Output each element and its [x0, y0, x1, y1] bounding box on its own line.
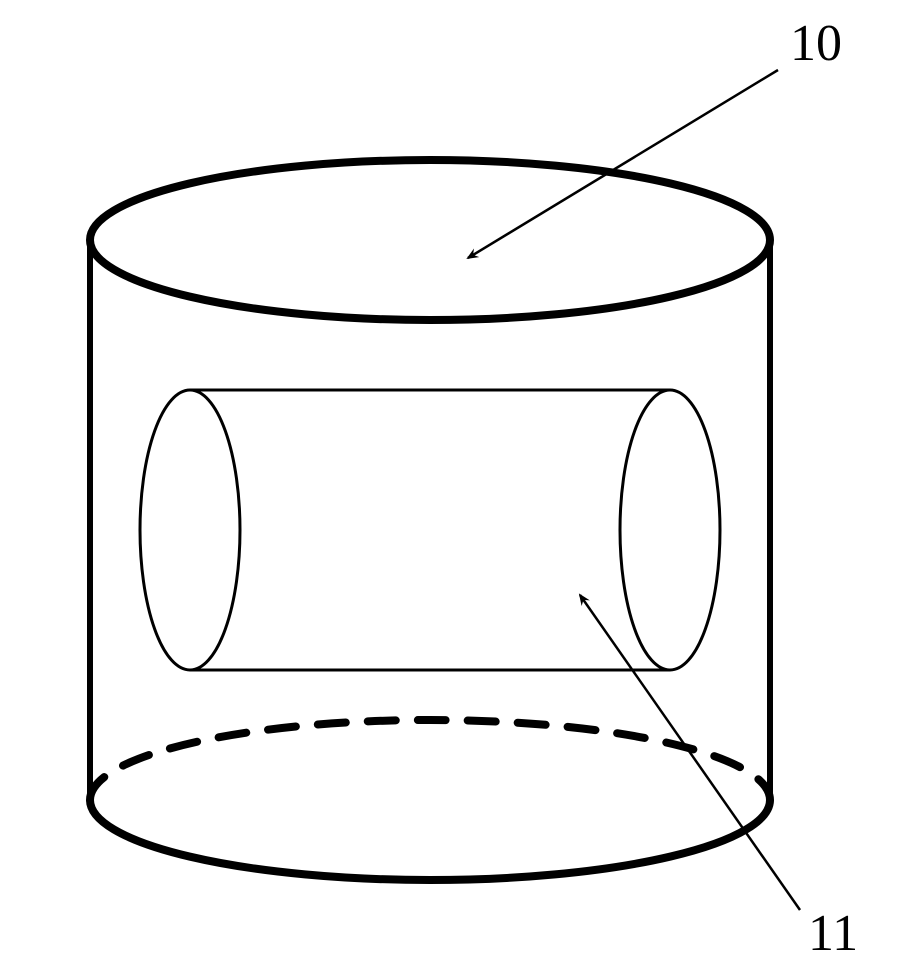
outer-cylinder-bottom-back: [90, 720, 770, 800]
label-11: 11: [808, 905, 858, 962]
inner-cylinder-right-ellipse: [620, 390, 720, 670]
diagram-canvas: 10 11: [0, 0, 906, 975]
outer-cylinder-bottom-front: [90, 800, 770, 880]
inner-cylinder-left-ellipse: [140, 390, 240, 670]
label-10: 10: [790, 15, 842, 72]
outer-cylinder-top-ellipse: [90, 160, 770, 320]
